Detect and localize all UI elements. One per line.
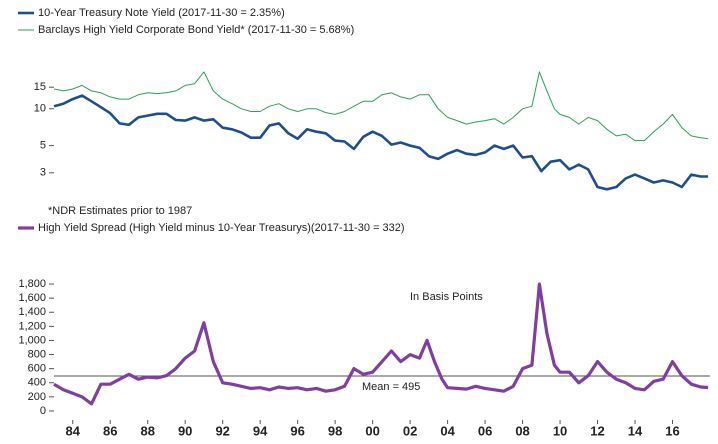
x-tick-label: 14 (628, 423, 643, 438)
x-tick-label: 02 (403, 423, 417, 438)
x-tick-label: 94 (253, 423, 268, 438)
y-tick-label: 5 (40, 140, 46, 152)
x-tick-label: 86 (103, 423, 117, 438)
legend-label: Barclays High Yield Corporate Bond Yield… (38, 24, 354, 36)
y-tick-label: 3 (40, 167, 46, 179)
x-tick-label: 96 (290, 423, 304, 438)
y-tick-label: 0 (40, 405, 46, 417)
annotation: In Basis Points (410, 291, 483, 303)
x-tick-label: 84 (66, 423, 81, 438)
y-tick-label: 1,200 (18, 320, 46, 332)
legend-label: High Yield Spread (High Yield minus 10-Y… (38, 222, 405, 234)
y-tick-label: 1,800 (18, 278, 46, 290)
x-tick-label: 92 (215, 423, 229, 438)
x-tick-label: 16 (665, 423, 679, 438)
y-tick-label: 1,000 (18, 334, 46, 346)
annotation: *NDR Estimates prior to 1987 (48, 205, 192, 217)
legend-label: 10-Year Treasury Note Yield (2017-11-30 … (38, 7, 285, 19)
y-tick-label: 400 (28, 377, 46, 389)
x-tick-label: 08 (515, 423, 529, 438)
x-tick-label: 88 (140, 423, 154, 438)
series-line (53, 282, 709, 406)
y-tick-label: 1,400 (18, 306, 46, 318)
y-tick-label: 10 (34, 103, 46, 115)
x-tick-label: 04 (440, 423, 455, 438)
y-tick-label: 15 (34, 81, 46, 93)
series-line (53, 71, 709, 142)
x-tick-label: 12 (590, 423, 604, 438)
y-tick-label: 1,600 (18, 292, 46, 304)
y-tick-label: 600 (28, 363, 46, 375)
mean-label: Mean = 495 (362, 381, 420, 393)
series-line (53, 94, 709, 191)
x-tick-label: 98 (328, 423, 342, 438)
x-tick-label: 00 (365, 423, 379, 438)
x-tick-label: 90 (178, 423, 192, 438)
x-tick-label: 06 (478, 423, 492, 438)
x-tick-label: 10 (553, 423, 567, 438)
y-tick-label: 800 (28, 348, 46, 360)
y-tick-label: 200 (28, 391, 46, 403)
